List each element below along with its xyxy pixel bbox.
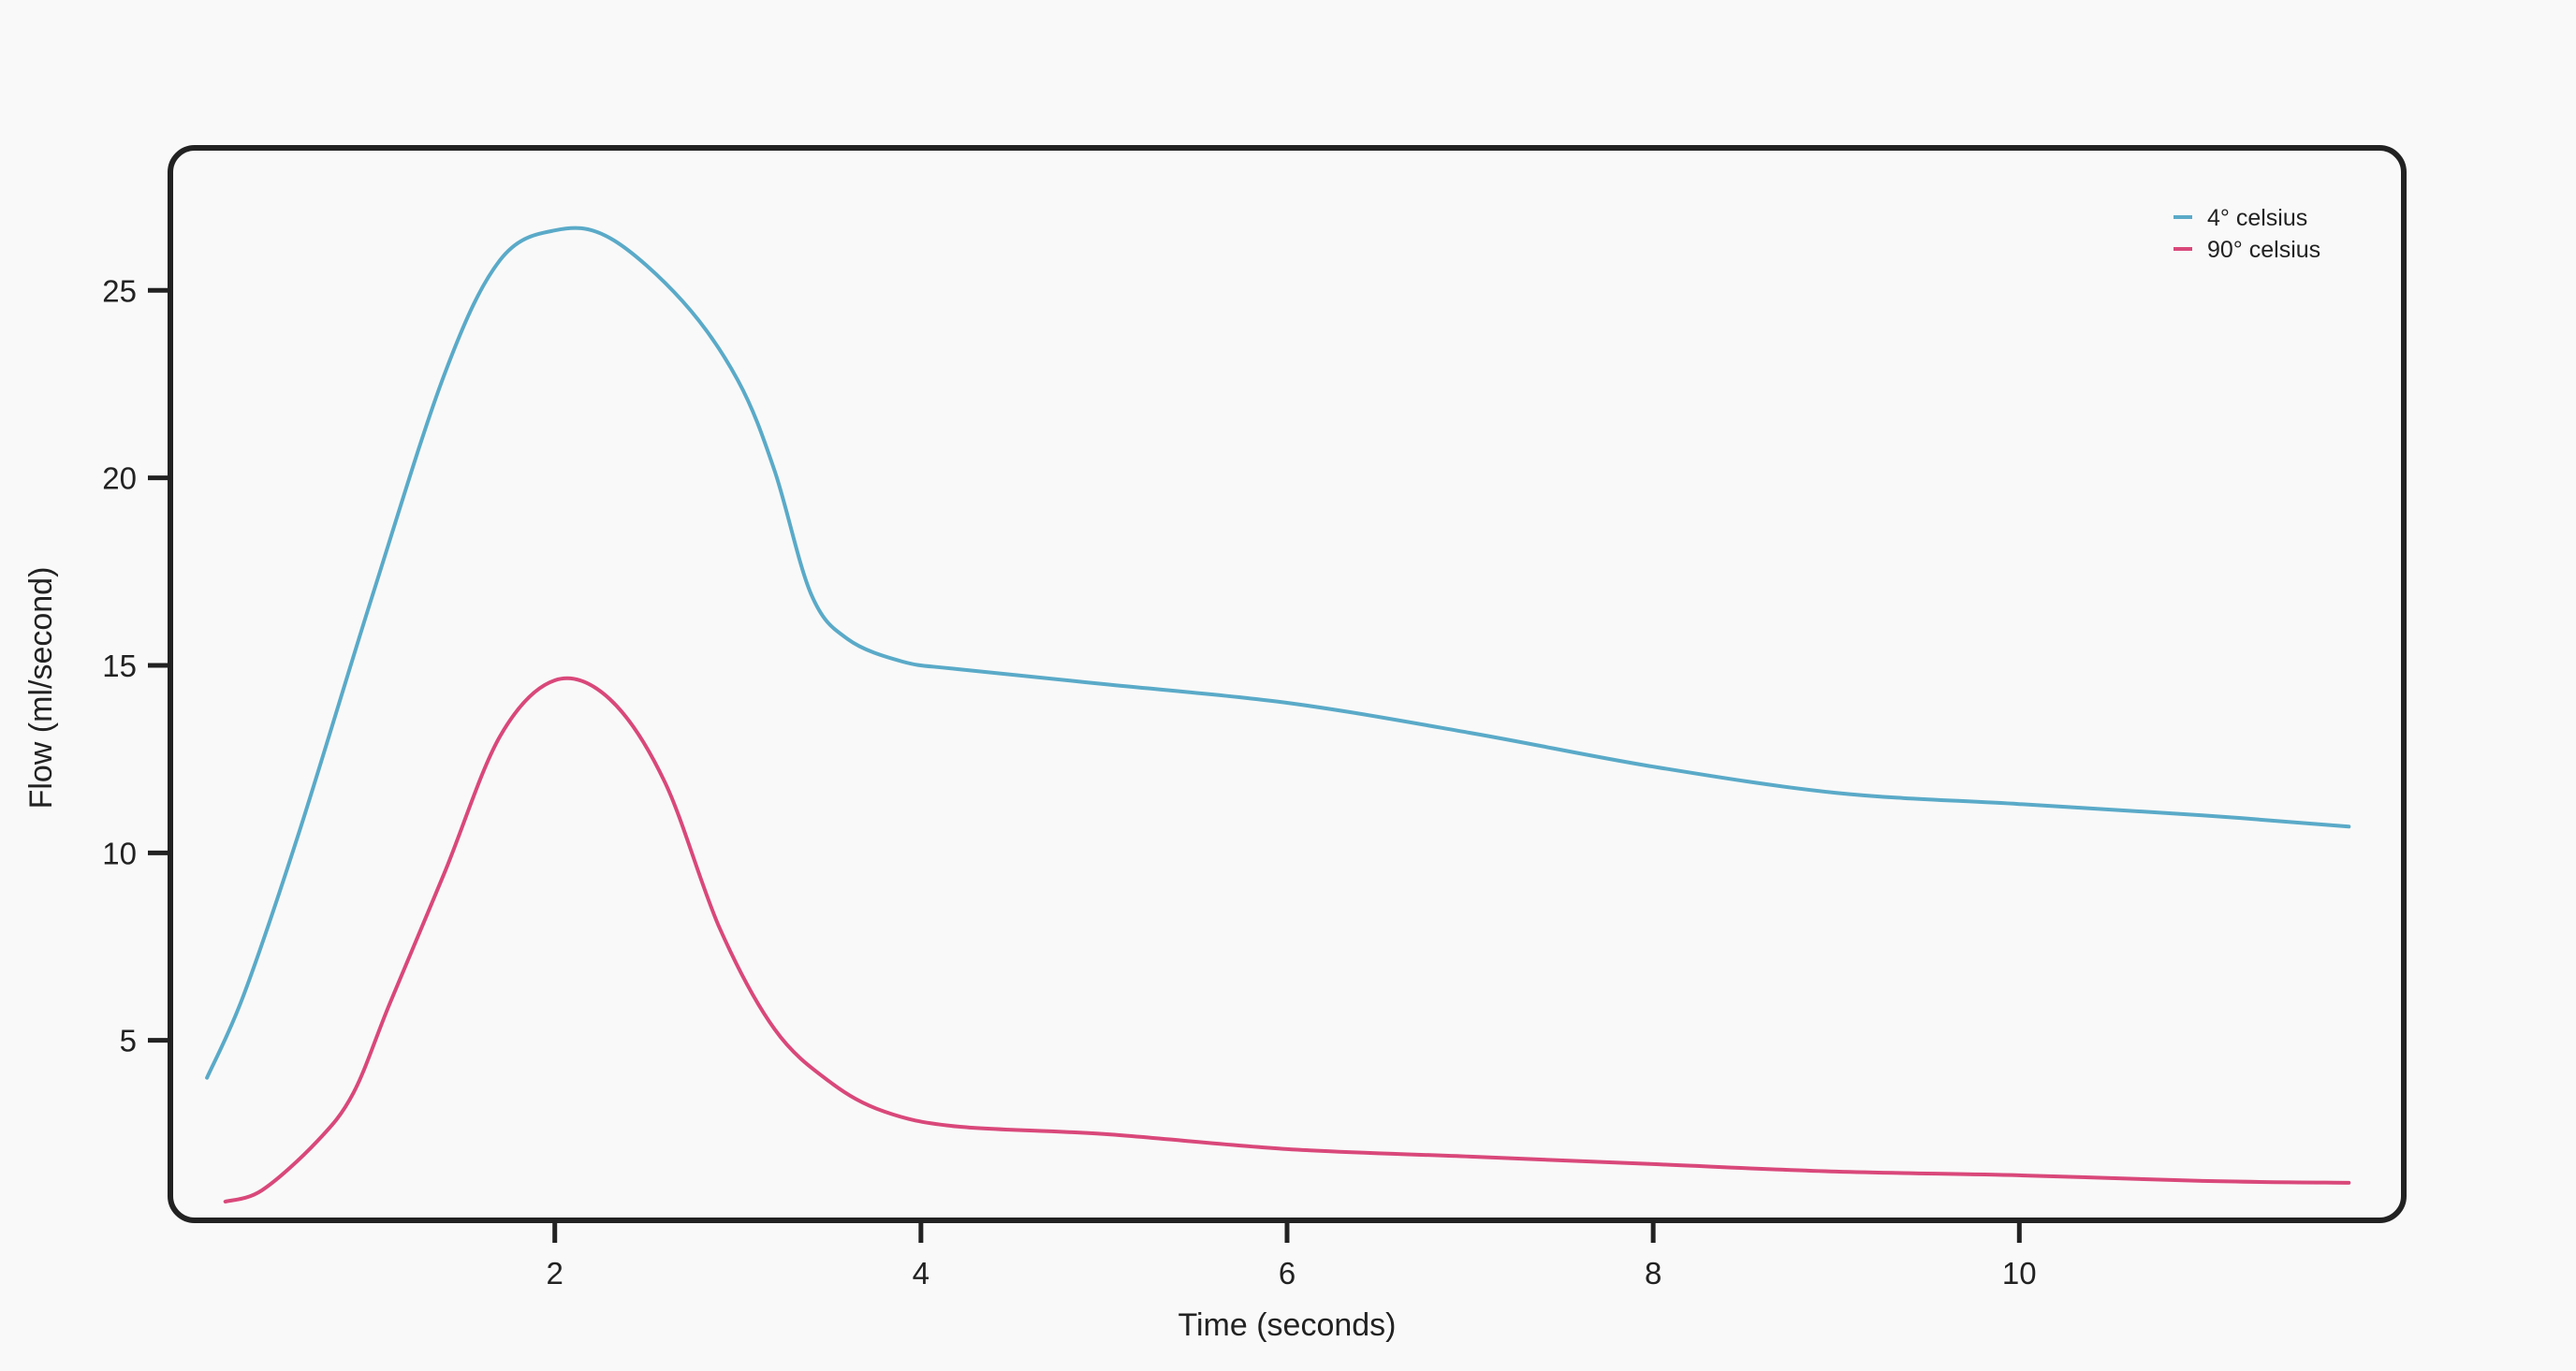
- plot-frame: [168, 145, 2407, 1223]
- x-tick-label: 6: [1279, 1256, 1295, 1291]
- legend-label: 4° celsius: [2207, 205, 2307, 231]
- x-axis-ticks: 2 4 6 8 10: [547, 1220, 2037, 1291]
- y-tick-label: 20: [102, 461, 137, 496]
- x-tick-label: 2: [547, 1256, 564, 1291]
- legend-label: 90° celsius: [2207, 237, 2320, 263]
- series-line-1: [205, 226, 2351, 1080]
- y-tick-label: 5: [120, 1024, 137, 1058]
- legend: 4° celsius 90° celsius: [2174, 205, 2320, 263]
- y-axis-ticks: 5 10 15 20 25: [102, 273, 170, 1058]
- y-tick-label: 25: [102, 273, 137, 308]
- x-axis-label: Time (seconds): [1178, 1307, 1396, 1343]
- x-tick-label: 4: [913, 1256, 929, 1291]
- series-lines: [205, 226, 2351, 1203]
- series-line-2: [223, 676, 2351, 1203]
- x-tick-label: 8: [1645, 1256, 1661, 1291]
- x-tick-label: 10: [2002, 1256, 2037, 1291]
- y-axis-label: Flow (ml/second): [23, 567, 59, 809]
- y-tick-label: 15: [102, 649, 137, 683]
- y-tick-label: 10: [102, 836, 137, 870]
